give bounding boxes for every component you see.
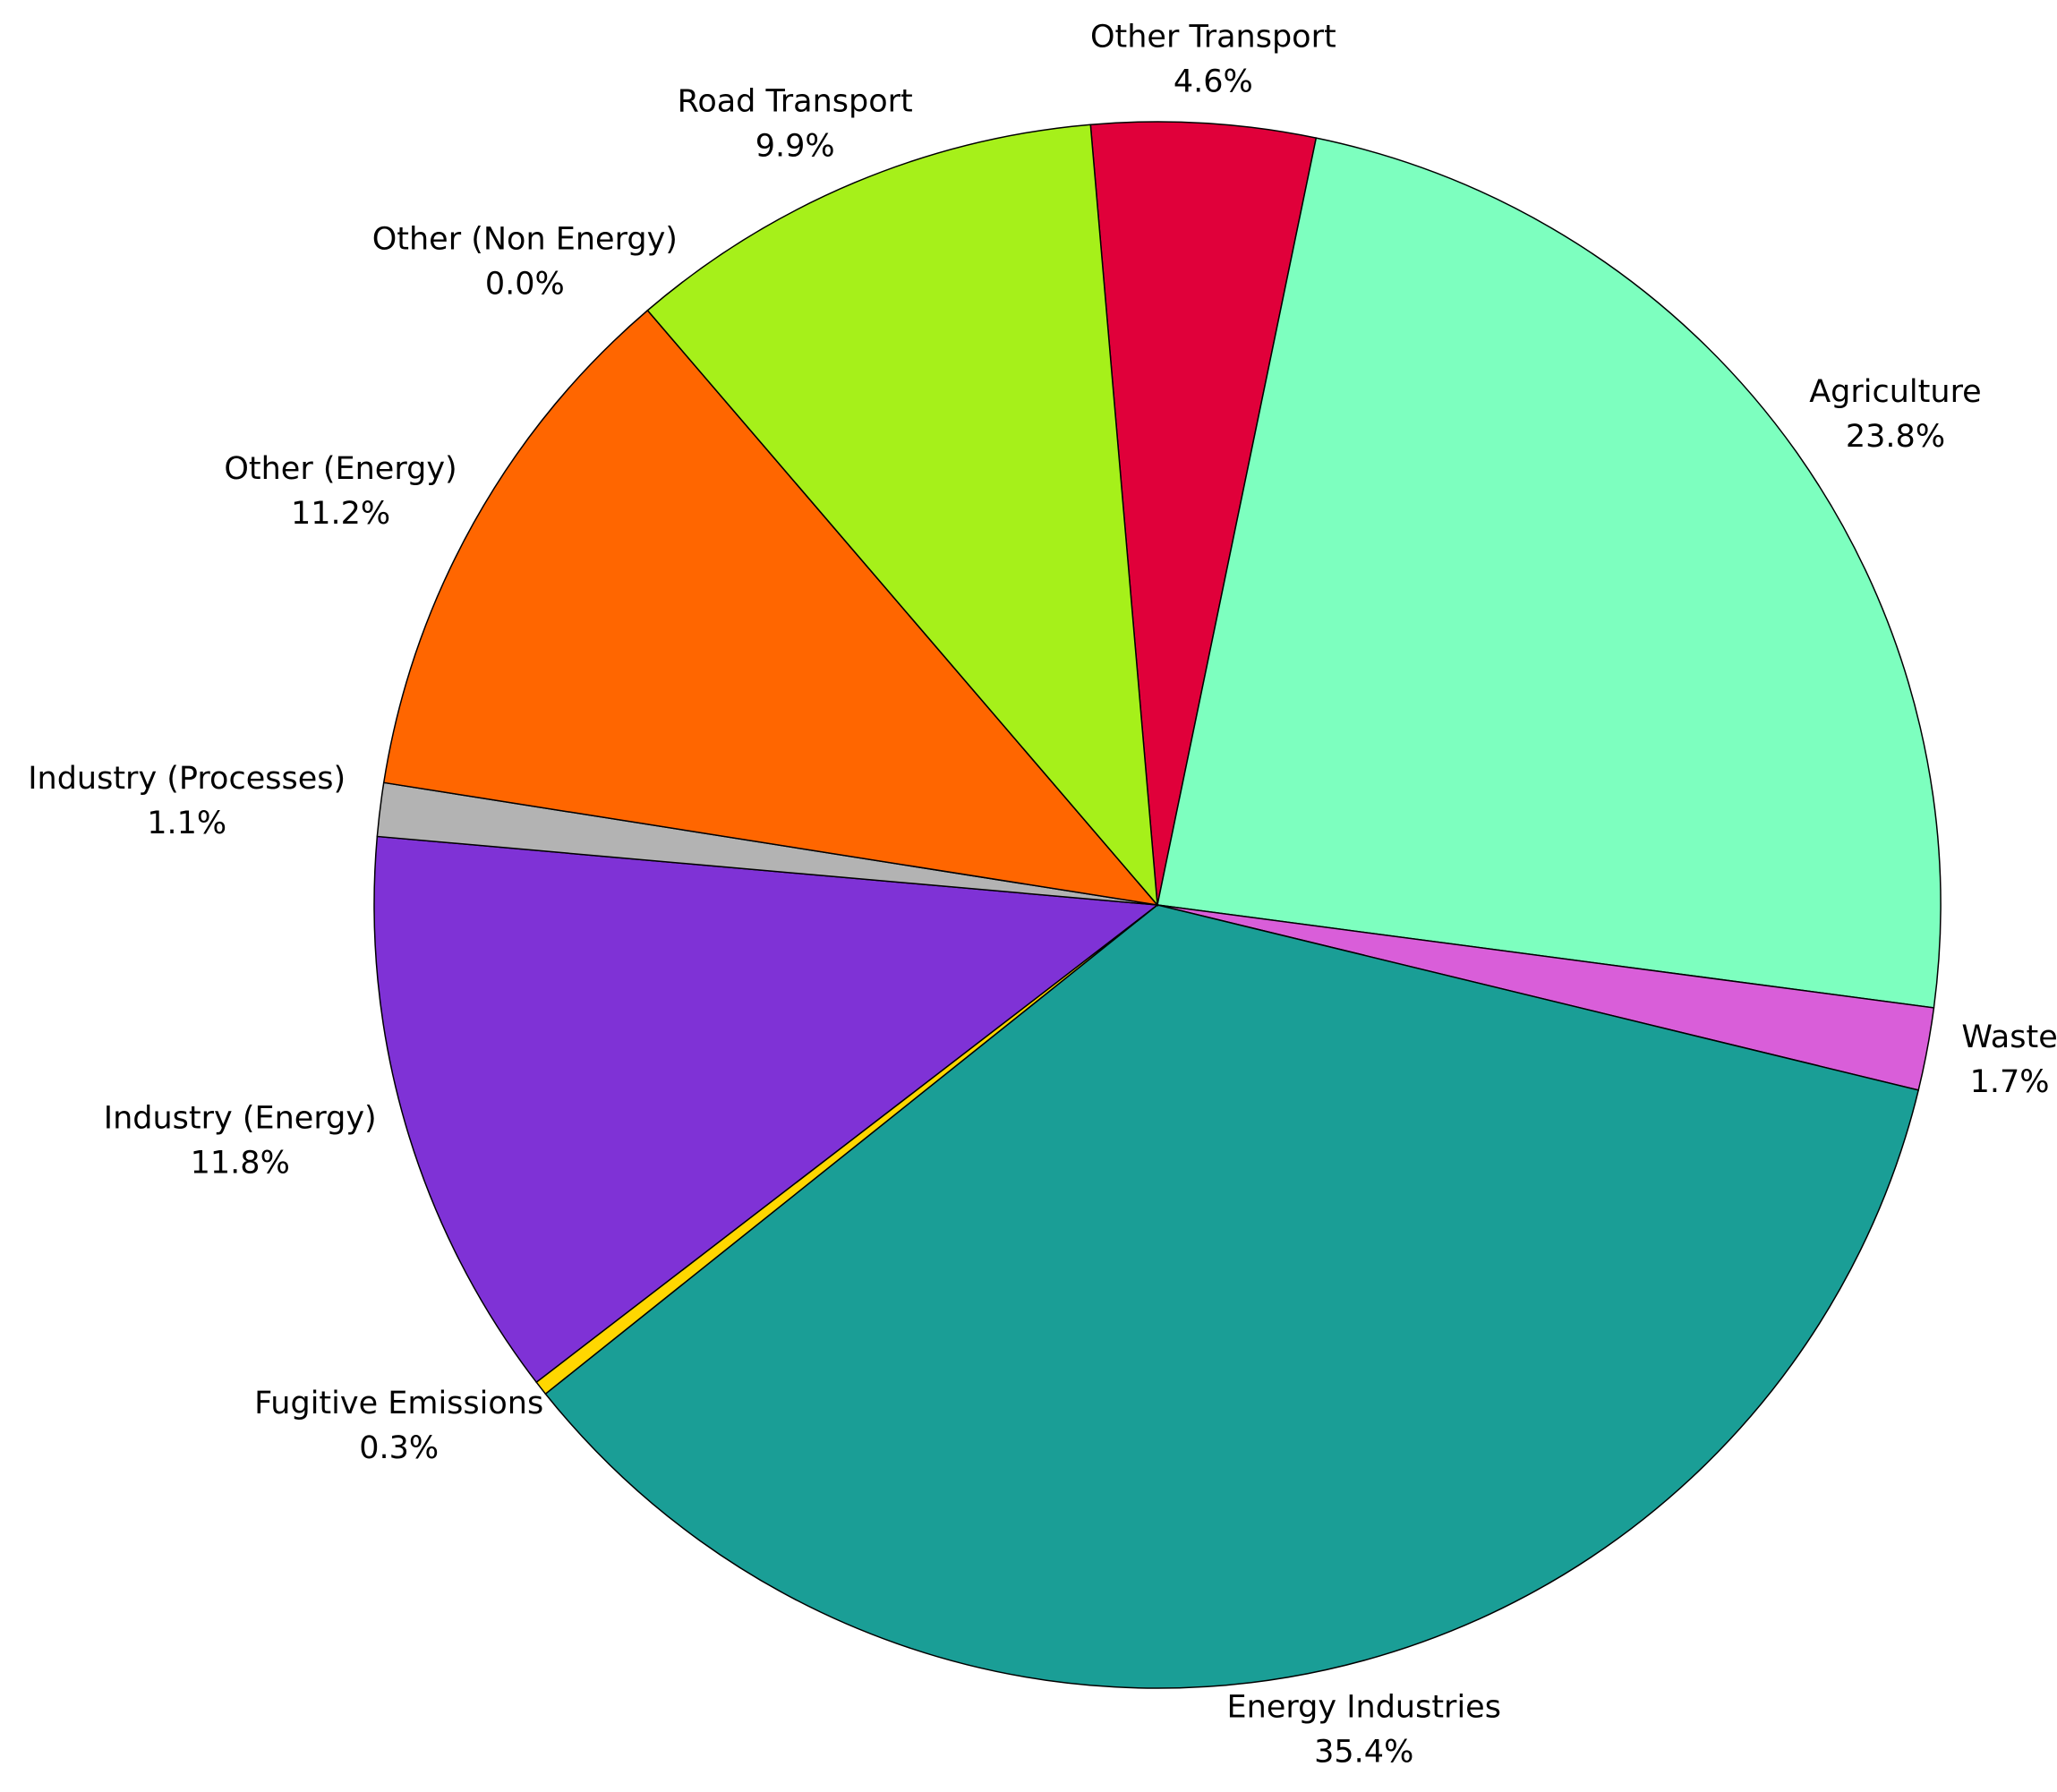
slice-label: Other (Non Energy) 0.0%	[372, 222, 678, 303]
slice-label-value: 9.9%	[755, 129, 835, 165]
slice-label-value: 4.6%	[1174, 64, 1253, 100]
slice-label-name: Industry (Processes)	[28, 761, 346, 797]
pie-slice	[1157, 137, 1942, 1009]
pie-slice	[1089, 121, 1318, 906]
slice-label-name: Industry (Energy)	[104, 1101, 377, 1137]
slice-label-value: 1.1%	[147, 806, 226, 841]
slice-label: Road Transport 9.9%	[678, 84, 913, 165]
slice-label-name: Waste	[1961, 1020, 2057, 1055]
slice-label: Agriculture 23.8%	[1809, 374, 1981, 455]
slice-label-value: 0.3%	[359, 1430, 439, 1466]
slice-label-name: Other (Energy)	[224, 451, 457, 487]
slice-label: Other (Energy) 11.2%	[224, 451, 457, 532]
pie-slice	[382, 309, 1159, 907]
slice-label: Industry (Processes) 1.1%	[28, 761, 346, 841]
slice-label: Waste 1.7%	[1961, 1020, 2057, 1100]
pie-slice	[544, 904, 1920, 1689]
slice-label-name: Other (Non Energy)	[372, 222, 678, 258]
pie-slice	[646, 124, 1158, 908]
slice-label-value: 35.4%	[1314, 1735, 1413, 1771]
slice-label-name: Fugitive Emissions	[254, 1386, 543, 1421]
pie-slice	[373, 835, 1159, 1384]
slice-label: Industry (Energy) 11.8%	[104, 1101, 377, 1182]
slice-label-name: Other Transport	[1090, 20, 1336, 55]
slice-label: Fugitive Emissions 0.3%	[254, 1386, 543, 1466]
slice-label: Energy Industries 35.4%	[1227, 1690, 1501, 1771]
slice-label: Other Transport 4.6%	[1090, 20, 1336, 100]
slice-label-value: 1.7%	[1970, 1064, 2050, 1100]
slice-label-value: 11.2%	[291, 496, 390, 532]
slice-label-value: 11.8%	[191, 1146, 290, 1182]
slice-label-value: 0.0%	[485, 267, 565, 303]
slice-label-value: 23.8%	[1846, 419, 1945, 455]
slice-label-name: Road Transport	[678, 84, 913, 120]
slice-label-name: Energy Industries	[1227, 1690, 1501, 1726]
slice-label-name: Agriculture	[1809, 374, 1981, 410]
